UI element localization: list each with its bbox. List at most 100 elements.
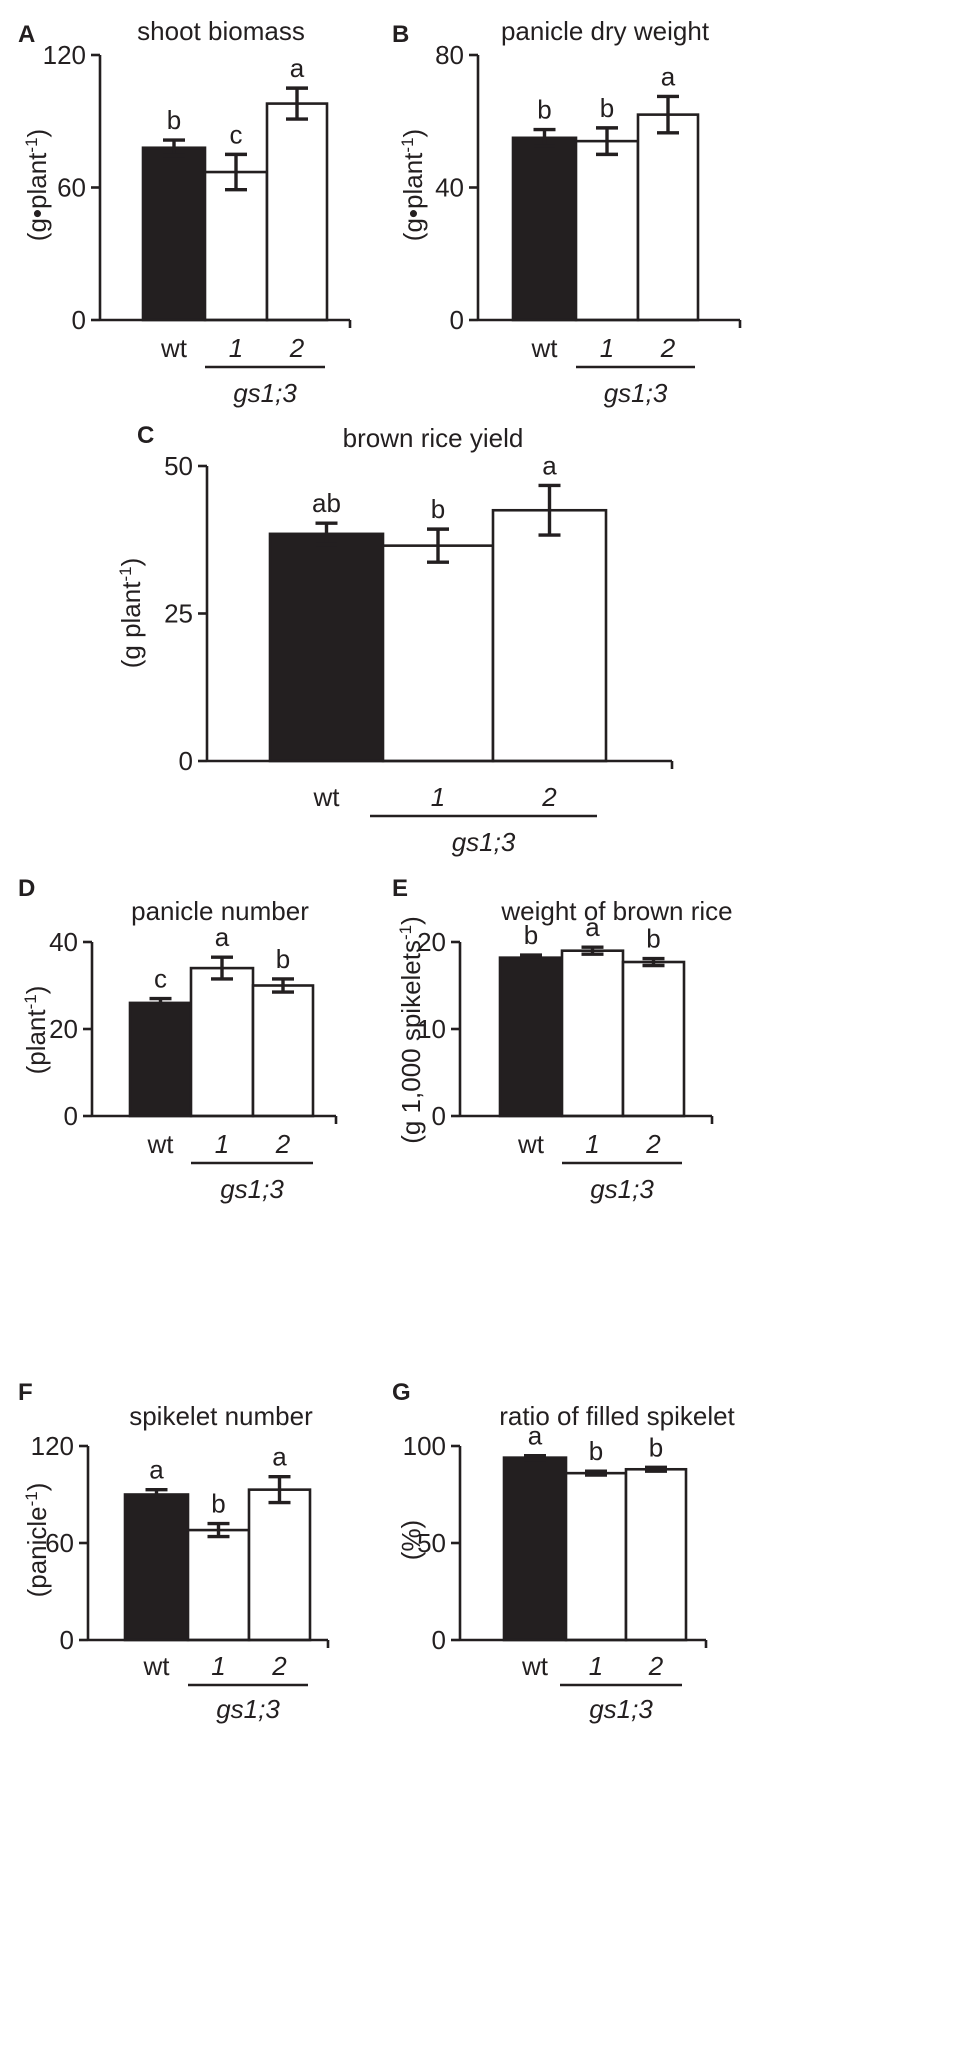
- error-bar: [585, 1469, 607, 1477]
- bar-1: [186, 1528, 251, 1642]
- bar-wt: [123, 1493, 190, 1642]
- error-bar: [272, 977, 294, 994]
- bar-2: [621, 960, 686, 1118]
- error-bar: [642, 956, 665, 968]
- panel-letter: C: [137, 422, 154, 449]
- error-bar: [149, 996, 172, 1009]
- bar-wt: [502, 1456, 568, 1642]
- y-axis-label-close: ): [21, 986, 51, 995]
- x-tick-label: 2: [660, 333, 676, 363]
- y-axis-label-superscript: -1: [396, 925, 415, 940]
- bar-1: [381, 544, 495, 763]
- y-axis-label-close: ): [398, 129, 428, 138]
- significance-letter: ab: [312, 488, 341, 518]
- x-tick-label: wt: [531, 333, 559, 363]
- error-bar: [268, 1475, 291, 1505]
- y-tick-label: 0: [72, 305, 86, 335]
- x-tick-label: 2: [275, 1129, 291, 1159]
- x-tick-label: 2: [648, 1651, 664, 1681]
- group-label: gs1;3: [220, 1174, 284, 1204]
- y-axis-label: (g 1,000 spikelets-1): [396, 916, 426, 1144]
- y-tick-label: 60: [57, 173, 86, 203]
- x-tick-label: 2: [645, 1129, 661, 1159]
- error-bar: [657, 94, 679, 135]
- group-label: gs1;3: [452, 827, 516, 857]
- x-tick-label: 2: [541, 782, 557, 812]
- significance-letter: a: [542, 450, 557, 480]
- y-tick-label: 0: [450, 305, 464, 335]
- significance-letter: b: [589, 1436, 603, 1466]
- x-tick-label: 2: [289, 333, 305, 363]
- error-bar: [315, 521, 338, 547]
- error-bar: [581, 945, 604, 956]
- y-axis-label-text: (g plant: [116, 581, 146, 668]
- error-bar: [427, 527, 449, 564]
- chart-title: panicle dry weight: [501, 16, 710, 46]
- bar-1: [203, 170, 269, 322]
- y-axis-label: (plant-1): [21, 986, 51, 1075]
- bar-wt: [128, 1001, 193, 1118]
- y-tick-label: 100: [403, 1431, 446, 1461]
- y-tick-label: 0: [60, 1625, 74, 1655]
- y-axis-label-superscript: -1: [21, 994, 40, 1009]
- significance-letter: a: [272, 1442, 287, 1472]
- significance-letter: a: [661, 61, 676, 91]
- significance-letter: a: [290, 53, 305, 83]
- panel-letter: D: [18, 875, 35, 902]
- significance-letter: b: [537, 95, 551, 125]
- y-axis-label: (g plant-1): [116, 558, 146, 669]
- significance-letter: b: [600, 93, 614, 123]
- chart-title: panicle number: [131, 896, 309, 926]
- bar-1: [189, 966, 255, 1118]
- y-tick-label: 50: [417, 1528, 446, 1558]
- y-axis-label-superscript: -1: [22, 1491, 41, 1506]
- bar-2: [491, 508, 608, 763]
- y-axis-label: (%): [396, 1520, 426, 1560]
- y-tick-label: 25: [164, 599, 193, 629]
- y-axis-label-close: ): [22, 1483, 52, 1492]
- y-tick-label: 40: [49, 927, 78, 957]
- y-axis-label-superscript: -1: [116, 566, 135, 581]
- y-tick-label: 50: [164, 451, 193, 481]
- y-tick-label: 10: [417, 1014, 446, 1044]
- significance-letter: b: [167, 105, 181, 135]
- x-tick-label: 1: [211, 1651, 225, 1681]
- bar-1: [560, 949, 625, 1118]
- error-bar: [211, 955, 233, 981]
- group-label: gs1;3: [589, 1694, 653, 1724]
- x-tick-label: 1: [431, 782, 445, 812]
- y-tick-label: 20: [49, 1014, 78, 1044]
- y-axis-label-text: (%): [396, 1520, 426, 1560]
- x-tick-label: wt: [147, 1129, 175, 1159]
- y-axis-label-superscript: -1: [398, 137, 417, 152]
- error-bar: [645, 1465, 667, 1473]
- bar-wt: [268, 532, 385, 763]
- group-label: gs1;3: [216, 1694, 280, 1724]
- significance-letter: a: [585, 912, 600, 942]
- error-bar: [596, 126, 618, 157]
- y-tick-label: 120: [31, 1431, 74, 1461]
- error-bar: [207, 1521, 230, 1539]
- group-label: gs1;3: [233, 378, 297, 408]
- error-bar: [538, 483, 561, 537]
- error-bar: [225, 152, 247, 192]
- x-tick-label: 1: [600, 333, 614, 363]
- x-tick-label: wt: [160, 333, 188, 363]
- y-tick-label: 0: [432, 1625, 446, 1655]
- x-tick-label: 2: [271, 1651, 287, 1681]
- significance-letter: b: [649, 1432, 663, 1462]
- bar-2: [247, 1488, 312, 1642]
- x-tick-label: 1: [589, 1651, 603, 1681]
- x-tick-label: wt: [313, 782, 341, 812]
- error-bar: [163, 138, 185, 158]
- significance-letter: a: [149, 1455, 164, 1485]
- error-bar: [145, 1487, 168, 1502]
- bar-1: [564, 1471, 628, 1642]
- significance-letter: b: [646, 924, 660, 954]
- y-tick-label: 20: [417, 927, 446, 957]
- error-bar: [524, 1453, 546, 1462]
